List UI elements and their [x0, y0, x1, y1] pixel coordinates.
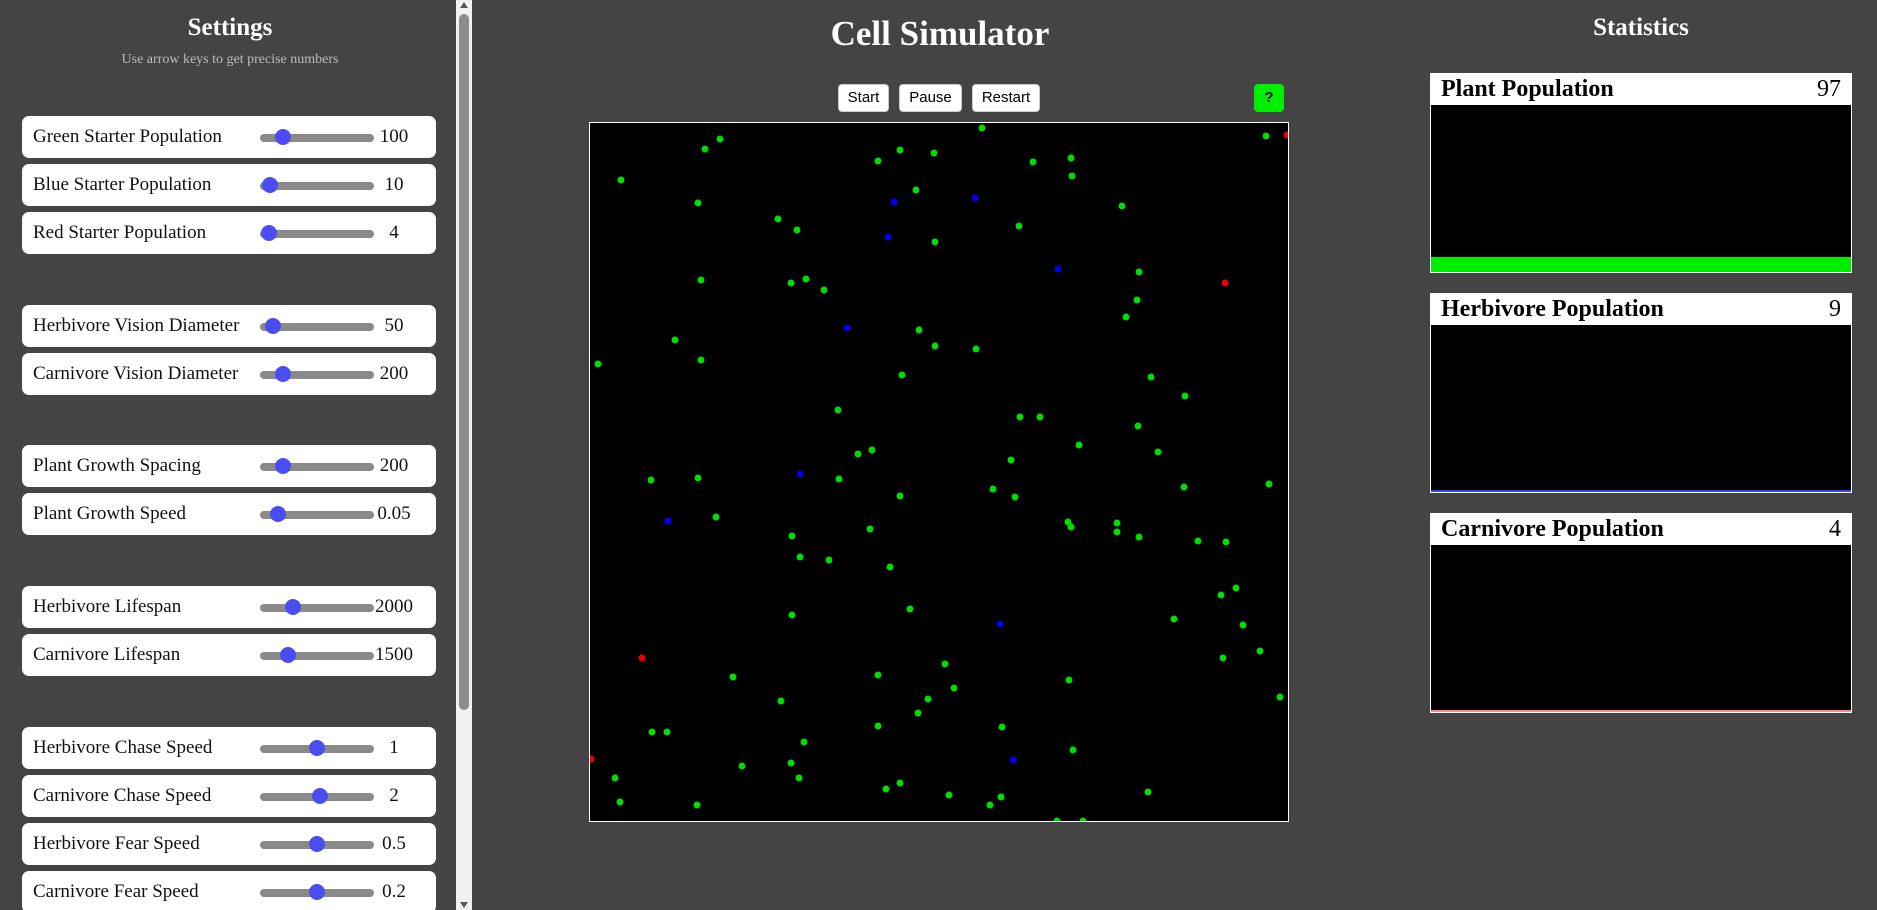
setting-plant-growth-spacing: Plant Growth Spacing 200	[22, 445, 436, 487]
stat-count: 97	[1817, 76, 1841, 102]
setting-label: Blue Starter Population	[33, 174, 212, 195]
slider-thumb[interactable]	[311, 788, 328, 804]
pause-button[interactable]: Pause	[899, 84, 962, 112]
setting-carnivore-vision-diameter: Carnivore Vision Diameter 200	[22, 353, 436, 395]
setting-carnivore-fear-speed: Carnivore Fear Speed 0.2	[22, 871, 436, 910]
slider-thumb[interactable]	[274, 366, 291, 382]
plant-population-card: Plant Population 97	[1430, 73, 1852, 273]
setting-value: 4	[389, 222, 399, 243]
simulation-cells	[590, 124, 1288, 821]
setting-slider[interactable]	[260, 366, 374, 382]
slider-thumb[interactable]	[309, 740, 325, 756]
slider-thumb[interactable]	[309, 836, 325, 852]
restart-button[interactable]: Restart	[972, 84, 1040, 112]
setting-slider[interactable]	[260, 318, 374, 334]
settings-sidebar: Settings Use arrow keys to get precise n…	[0, 0, 474, 910]
slider-thumb[interactable]	[274, 129, 291, 145]
setting-value: 1	[389, 737, 399, 758]
stat-label: Carnivore Population	[1441, 516, 1664, 542]
slider-thumb[interactable]	[279, 647, 296, 663]
stat-header: Herbivore Population 9	[1431, 294, 1851, 325]
stat-count: 9	[1829, 296, 1841, 322]
setting-label: Plant Growth Spacing	[33, 455, 201, 476]
setting-label: Red Starter Population	[33, 222, 207, 243]
scroll-down-arrow-icon[interactable]	[460, 902, 468, 908]
setting-carnivore-lifespan: Carnivore Lifespan 1500	[22, 634, 436, 676]
setting-label: Green Starter Population	[33, 126, 222, 147]
setting-value: 10	[384, 174, 404, 195]
statistics-title: Statistics	[1593, 14, 1689, 41]
scrollbar-thumb[interactable]	[459, 14, 469, 710]
setting-slider[interactable]	[260, 647, 374, 663]
setting-slider[interactable]	[260, 225, 374, 241]
setting-label: Herbivore Vision Diameter	[33, 315, 240, 336]
help-button[interactable]: ?	[1254, 84, 1284, 112]
setting-red-starter-population: Red Starter Population 4	[22, 212, 436, 254]
setting-value: 2000	[375, 596, 413, 617]
slider-thumb[interactable]	[284, 599, 301, 615]
setting-label: Carnivore Vision Diameter	[33, 363, 239, 384]
app-title: Cell Simulator	[830, 14, 1050, 53]
stat-count: 4	[1829, 516, 1841, 542]
setting-slider[interactable]	[260, 458, 374, 474]
setting-slider[interactable]	[260, 506, 374, 522]
settings-hint: Use arrow keys to get precise numbers	[121, 52, 339, 67]
setting-label: Carnivore Fear Speed	[33, 881, 199, 902]
setting-green-starter-population: Green Starter Population 100	[22, 116, 436, 158]
setting-blue-starter-population: Blue Starter Population 10	[22, 164, 436, 206]
setting-label: Carnivore Lifespan	[33, 644, 181, 665]
setting-label: Plant Growth Speed	[33, 503, 187, 524]
setting-value: 100	[379, 126, 409, 147]
slider-thumb[interactable]	[309, 884, 325, 900]
start-button[interactable]: Start	[838, 84, 889, 112]
stat-label: Plant Population	[1441, 76, 1614, 102]
stat-header: Plant Population 97	[1431, 74, 1851, 105]
setting-slider[interactable]	[260, 788, 374, 804]
setting-herbivore-chase-speed: Herbivore Chase Speed 1	[22, 727, 436, 769]
carnivore-cells	[590, 131, 1288, 763]
setting-value: 0.05	[377, 503, 411, 524]
setting-slider[interactable]	[260, 599, 374, 615]
setting-value: 0.5	[382, 833, 406, 854]
setting-carnivore-chase-speed: Carnivore Chase Speed 2	[22, 775, 436, 817]
plant-cells	[594, 124, 1284, 821]
setting-slider[interactable]	[260, 884, 374, 900]
setting-value: 1500	[375, 644, 413, 665]
plant-population-bar	[1431, 257, 1851, 272]
setting-herbivore-lifespan: Herbivore Lifespan 2000	[22, 586, 436, 628]
herbivore-cells	[664, 194, 1062, 764]
slider-thumb[interactable]	[269, 506, 286, 522]
stat-header: Carnivore Population 4	[1431, 514, 1851, 545]
setting-plant-growth-speed: Plant Growth Speed 0.05	[22, 493, 436, 535]
setting-value: 200	[379, 363, 409, 384]
herbivore-population-bar	[1431, 490, 1851, 492]
slider-thumb[interactable]	[264, 318, 281, 334]
slider-thumb[interactable]	[260, 225, 277, 241]
setting-label: Herbivore Fear Speed	[33, 833, 200, 854]
setting-slider[interactable]	[260, 129, 374, 145]
setting-value: 200	[379, 455, 409, 476]
setting-label: Carnivore Chase Speed	[33, 785, 212, 806]
setting-value: 0.2	[382, 881, 406, 902]
herbivore-population-card: Herbivore Population 9	[1430, 293, 1852, 493]
simulation-canvas[interactable]	[589, 122, 1289, 822]
settings-title: Settings	[187, 14, 273, 41]
setting-herbivore-fear-speed: Herbivore Fear Speed 0.5	[22, 823, 436, 865]
slider-thumb[interactable]	[261, 177, 278, 193]
scroll-up-arrow-icon[interactable]	[460, 2, 468, 8]
slider-thumb[interactable]	[274, 458, 291, 474]
setting-herbivore-vision-diameter: Herbivore Vision Diameter 50	[22, 305, 436, 347]
setting-value: 50	[384, 315, 404, 336]
setting-slider[interactable]	[260, 177, 374, 193]
stat-label: Herbivore Population	[1441, 296, 1664, 322]
carnivore-population-card: Carnivore Population 4	[1430, 513, 1852, 713]
setting-value: 2	[389, 785, 399, 806]
sidebar-scrollbar[interactable]	[456, 0, 472, 910]
setting-label: Herbivore Chase Speed	[33, 737, 213, 758]
setting-slider[interactable]	[260, 836, 374, 852]
setting-label: Herbivore Lifespan	[33, 596, 182, 617]
carnivore-population-bar	[1431, 710, 1851, 712]
setting-slider[interactable]	[260, 740, 374, 756]
